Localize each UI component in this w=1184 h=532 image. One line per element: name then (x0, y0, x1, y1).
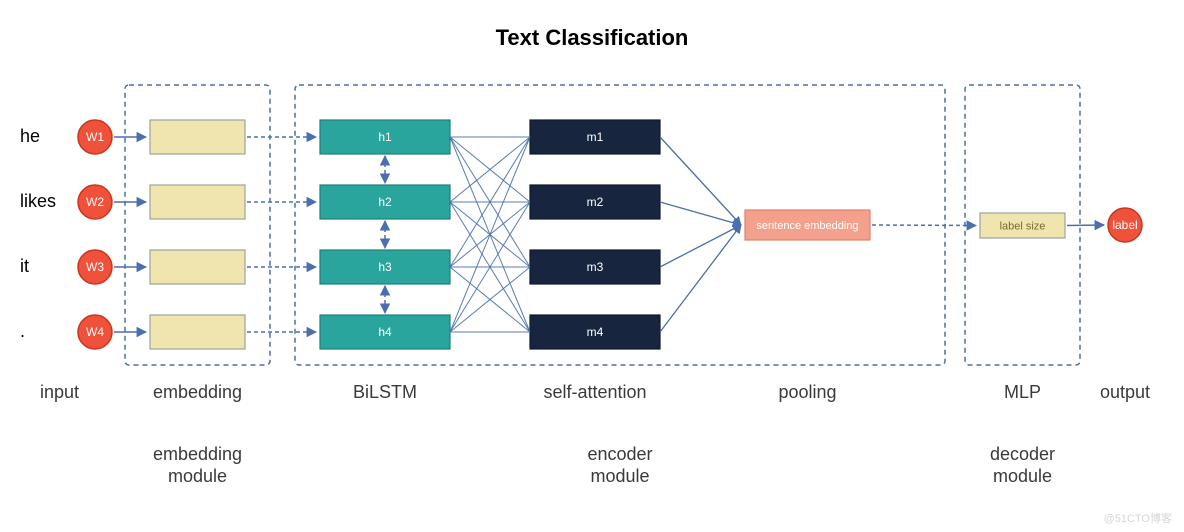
embedding-box-1 (150, 185, 245, 219)
m-label-0: m1 (587, 130, 604, 144)
mod-encoder-l2: module (590, 466, 649, 486)
m-label-2: m3 (587, 260, 604, 274)
mlp-label: label size (1000, 221, 1046, 233)
sentence-embedding-label: sentence embedding (756, 220, 858, 232)
token-2: it (20, 256, 29, 276)
col-label-input: input (40, 382, 79, 402)
w-label-1: W2 (86, 195, 104, 209)
pool-line-3 (660, 225, 741, 332)
col-label-bilstm: BiLSTM (353, 382, 417, 402)
watermark: @51CTO博客 (1104, 511, 1172, 525)
mod-embedding-l2: module (168, 466, 227, 486)
embedding-box-2 (150, 250, 245, 284)
w-label-2: W3 (86, 260, 104, 274)
pool-line-0 (660, 137, 741, 225)
arrow-sent-mlp (872, 225, 976, 226)
output-label: label (1112, 218, 1137, 232)
w-label-0: W1 (86, 130, 104, 144)
col-label-mlp: MLP (1004, 382, 1041, 402)
mod-embedding-l1: embedding (153, 444, 242, 464)
token-0: he (20, 126, 40, 146)
col-label-pooling: pooling (778, 382, 836, 402)
embedding-box-0 (150, 120, 245, 154)
embedding-box-3 (150, 315, 245, 349)
m-label-3: m4 (587, 325, 604, 339)
pool-line-1 (660, 202, 741, 225)
pool-line-2 (660, 225, 741, 267)
h-label-1: h2 (378, 195, 392, 209)
arrow-mlp-label (1067, 225, 1104, 226)
col-label-output: output (1100, 382, 1150, 402)
col-label-embedding: embedding (153, 382, 242, 402)
token-3: . (20, 321, 25, 341)
m-label-1: m2 (587, 195, 604, 209)
mod-decoder-l1: decoder (990, 444, 1055, 464)
title: Text Classification (496, 25, 689, 50)
col-label-selfatt: self-attention (543, 382, 646, 402)
mod-decoder-l2: module (993, 466, 1052, 486)
w-label-3: W4 (86, 325, 104, 339)
h-label-3: h4 (378, 325, 392, 339)
h-label-0: h1 (378, 130, 392, 144)
h-label-2: h3 (378, 260, 392, 274)
token-1: likes (20, 191, 56, 211)
mod-encoder-l1: encoder (587, 444, 652, 464)
